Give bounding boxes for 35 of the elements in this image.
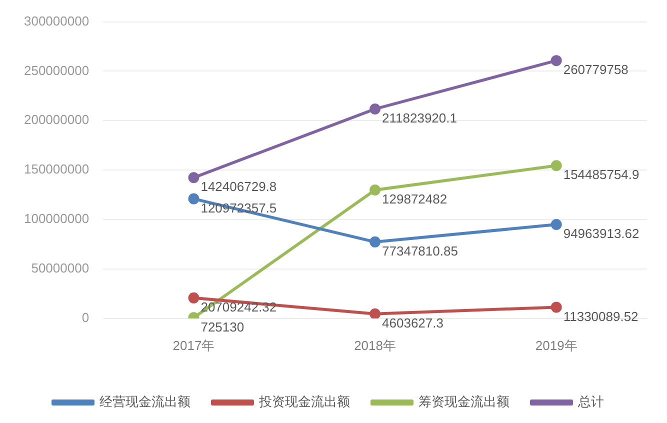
x-tick-label: 2017年	[172, 338, 215, 353]
point	[550, 219, 562, 230]
data-label: 260779758	[563, 62, 628, 78]
data-label: 129872482	[382, 192, 448, 207]
point	[188, 292, 200, 304]
y-tick-label: 200000000	[24, 112, 90, 128]
data-label: 11330089.52	[563, 308, 638, 324]
point	[550, 302, 562, 313]
point	[188, 193, 200, 204]
point	[550, 55, 562, 66]
y-tick-label: 150000000	[24, 162, 90, 177]
data-label: 94963913.62	[563, 226, 640, 242]
x-tick-label: 2018年	[354, 338, 396, 353]
data-label: 211823920.1	[382, 110, 457, 126]
data-label: 4603627.3	[382, 315, 444, 330]
y-tick-label: 50000000	[31, 260, 90, 276]
legend-label: 投资现金流出额	[258, 394, 350, 410]
y-tick-label: 0	[82, 310, 90, 325]
legend-label: 筹资现金流出额	[418, 394, 510, 410]
data-label: 725130	[200, 319, 244, 334]
y-tick-label: 300000000	[24, 13, 90, 28]
point	[188, 172, 200, 184]
legend-label: 总计	[577, 394, 604, 410]
y-tick-label: 100000000	[24, 211, 90, 226]
legend-label: 经营现金流出额	[100, 394, 190, 410]
data-label: 154485754.9	[563, 167, 640, 182]
y-tick-label: 250000000	[24, 62, 90, 78]
point	[370, 308, 381, 318]
data-label: 142406729.8	[200, 179, 277, 194]
point	[370, 184, 381, 196]
x-tick-label: 2019年	[535, 338, 578, 353]
data-label: 77347810.85	[382, 244, 458, 259]
point	[550, 160, 562, 172]
point	[370, 236, 381, 248]
point	[370, 103, 381, 114]
